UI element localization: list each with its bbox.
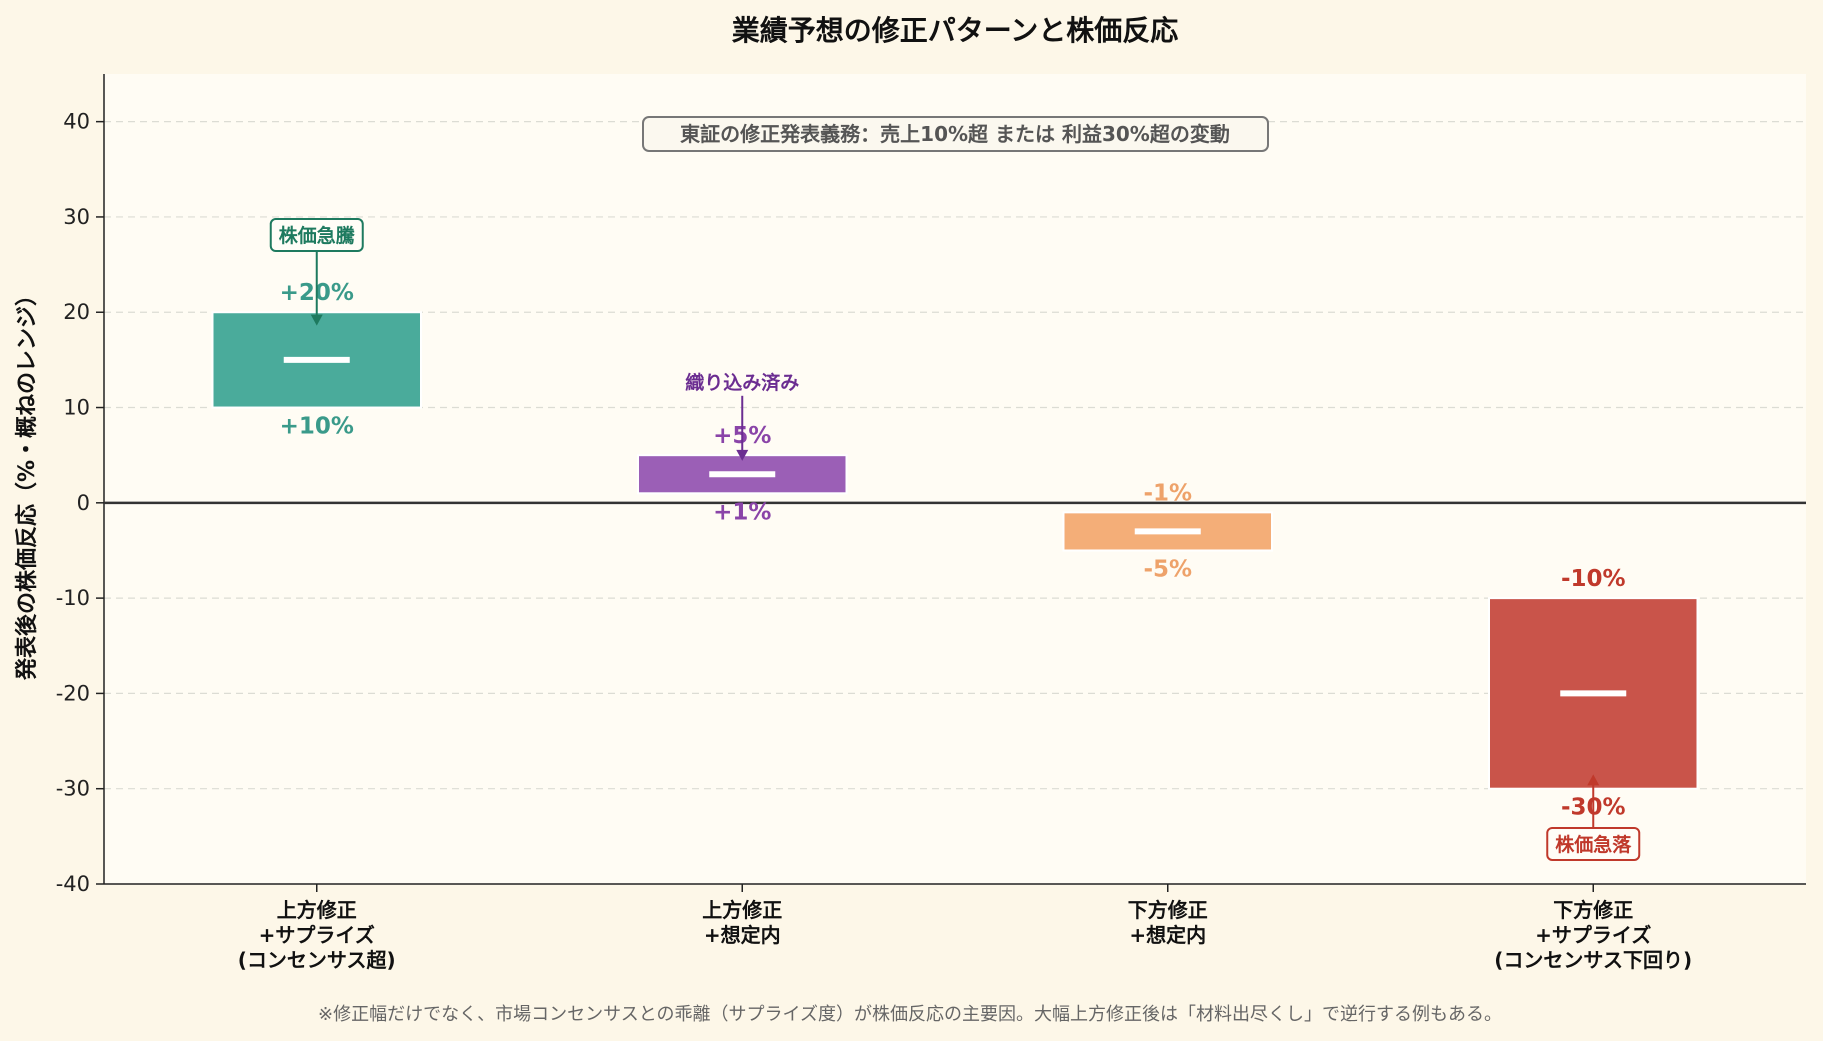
y-tick-label: -40: [56, 872, 90, 896]
x-tick-label: +想定内: [1129, 923, 1206, 947]
low-value-label: +1%: [713, 499, 771, 525]
y-tick-label: -20: [56, 681, 90, 705]
x-tick-label: +サプライズ: [1535, 923, 1651, 947]
annotation-label: 織り込み済み: [685, 371, 799, 394]
y-tick-label: -10: [56, 586, 90, 610]
x-tick-label: 上方修正: [702, 898, 782, 922]
rule-box: 東証の修正発表義務：売上10%超 または 利益30%超の変動: [642, 116, 1269, 152]
y-axis-ticks: 40 30 20 10 0 -10 -20 -30 -40: [56, 110, 104, 896]
annotation-box: [1546, 826, 1641, 861]
x-tick-label: 下方修正: [1128, 898, 1208, 922]
annotation-arrowhead: [736, 449, 749, 461]
annotation-label: 株価急落: [1555, 833, 1632, 856]
x-tick-label: (コンセンサス下回り): [1494, 948, 1692, 972]
y-tick-label: -30: [56, 777, 90, 801]
x-tick-label: +サプライズ: [259, 923, 375, 947]
chart-title: 業績予想の修正パターンと株価反応: [732, 14, 1179, 47]
y-axis-label: 発表後の株価反応（%・概ねのレンジ）: [14, 284, 40, 681]
x-tick-label: +想定内: [704, 923, 781, 947]
x-tick-label: 下方修正: [1553, 898, 1633, 922]
x-tick-label: 上方修正: [277, 898, 357, 922]
footnote: ※修正幅だけでなく、市場コンセンサスとの乖離（サプライズ度）が株価反応の主要因。…: [318, 1004, 1502, 1025]
rule-box-text: 東証の修正発表義務：売上10%超 または 利益30%超の変動: [680, 122, 1230, 146]
annotation-arrowhead: [1587, 774, 1600, 786]
annotation-arrowhead: [310, 314, 323, 326]
high-value-label: -10%: [1561, 566, 1626, 592]
y-tick-label: 30: [63, 205, 90, 229]
y-tick-label: 40: [63, 110, 90, 134]
annotation-label: 株価急騰: [279, 224, 356, 247]
y-tick-label: 20: [63, 300, 90, 324]
high-value-label: -1%: [1143, 480, 1192, 506]
range-bars: +20%+10% +5%+1%-1%-5% -10%-30%: [211, 280, 1699, 821]
low-value-label: -5%: [1143, 556, 1192, 582]
y-tick-label: 0: [77, 491, 90, 515]
y-tick-label: 10: [63, 396, 90, 420]
rule-box-frame: [642, 116, 1269, 152]
x-tick-label: (コンセンサス超): [238, 948, 396, 972]
x-axis-ticks: 上方修正+サプライズ(コンセンサス超)上方修正+想定内下方修正+想定内下方修正+…: [238, 884, 1692, 972]
low-value-label: +10%: [280, 414, 354, 440]
annotation-box: [269, 218, 364, 253]
